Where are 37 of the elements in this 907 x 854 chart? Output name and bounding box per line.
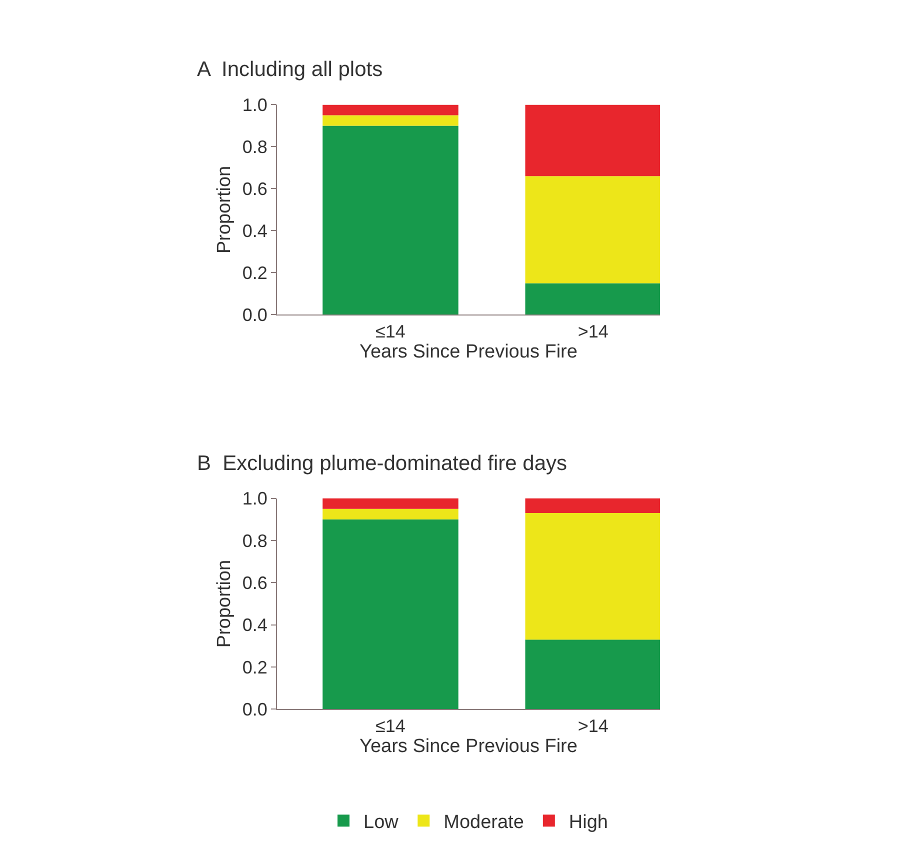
text: 1.0 xyxy=(242,488,268,509)
x-axis-title: Years Since Previous Fire xyxy=(360,341,578,362)
bar xyxy=(322,104,458,116)
y-tick-label: 0.6 xyxy=(242,572,268,593)
bar xyxy=(322,508,458,520)
y-tick-label: 0.4 xyxy=(242,221,268,242)
x-tick-label: ≤14 xyxy=(376,716,406,736)
y-tick-label: 0.8 xyxy=(242,137,268,158)
bar xyxy=(525,176,660,284)
y-axis-title: Proportion xyxy=(214,166,236,254)
bar xyxy=(525,640,660,710)
chart-title: A Including all plots xyxy=(197,58,383,81)
chart-title: B Excluding plume-dominated fire days xyxy=(197,452,568,475)
bar xyxy=(525,104,660,176)
y-tick-label: 0.6 xyxy=(242,179,268,200)
y-tick-label: 0.8 xyxy=(242,530,268,551)
text: 0.0 xyxy=(242,304,268,325)
text: 0.0 xyxy=(242,700,268,720)
y-axis-title: Proportion xyxy=(214,560,236,648)
x-tick-label: ≤14 xyxy=(376,321,406,342)
x-tick-label: >14 xyxy=(578,716,608,736)
y-tick-label: 0.2 xyxy=(242,657,268,678)
bar xyxy=(525,283,660,315)
bar xyxy=(525,513,660,640)
x-axis-title: Years Since Previous Fire xyxy=(360,736,578,757)
y-tick-label: 0.2 xyxy=(242,263,268,283)
legend-label: Moderate xyxy=(444,812,524,834)
y-tick-label: 0.4 xyxy=(242,615,268,636)
bar xyxy=(322,115,458,126)
x-tick-label: >14 xyxy=(578,321,608,342)
legend-label: Low xyxy=(364,812,399,834)
legend-label: High xyxy=(568,812,608,834)
bar xyxy=(322,498,458,509)
bar xyxy=(525,498,660,514)
bar xyxy=(322,519,458,710)
text: 1.0 xyxy=(242,95,268,116)
bar xyxy=(322,126,458,315)
